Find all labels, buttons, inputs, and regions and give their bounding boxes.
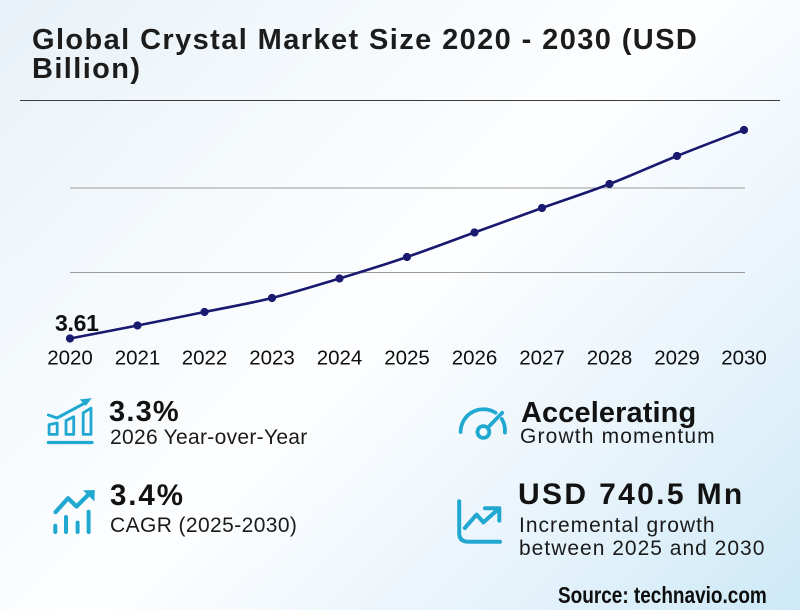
svg-text:2027: 2027 [519, 347, 565, 370]
svg-text:2025: 2025 [384, 347, 430, 370]
svg-text:2030: 2030 [721, 347, 767, 370]
svg-text:2028: 2028 [587, 347, 633, 370]
svg-text:2024: 2024 [317, 347, 363, 370]
svg-text:2020: 2020 [47, 347, 93, 370]
svg-text:2026: 2026 [452, 347, 498, 370]
svg-text:2021: 2021 [115, 347, 161, 370]
svg-text:2023: 2023 [249, 347, 295, 370]
svg-text:3.61: 3.61 [55, 310, 99, 336]
svg-text:2029: 2029 [654, 347, 700, 370]
svg-text:2022: 2022 [182, 347, 228, 370]
